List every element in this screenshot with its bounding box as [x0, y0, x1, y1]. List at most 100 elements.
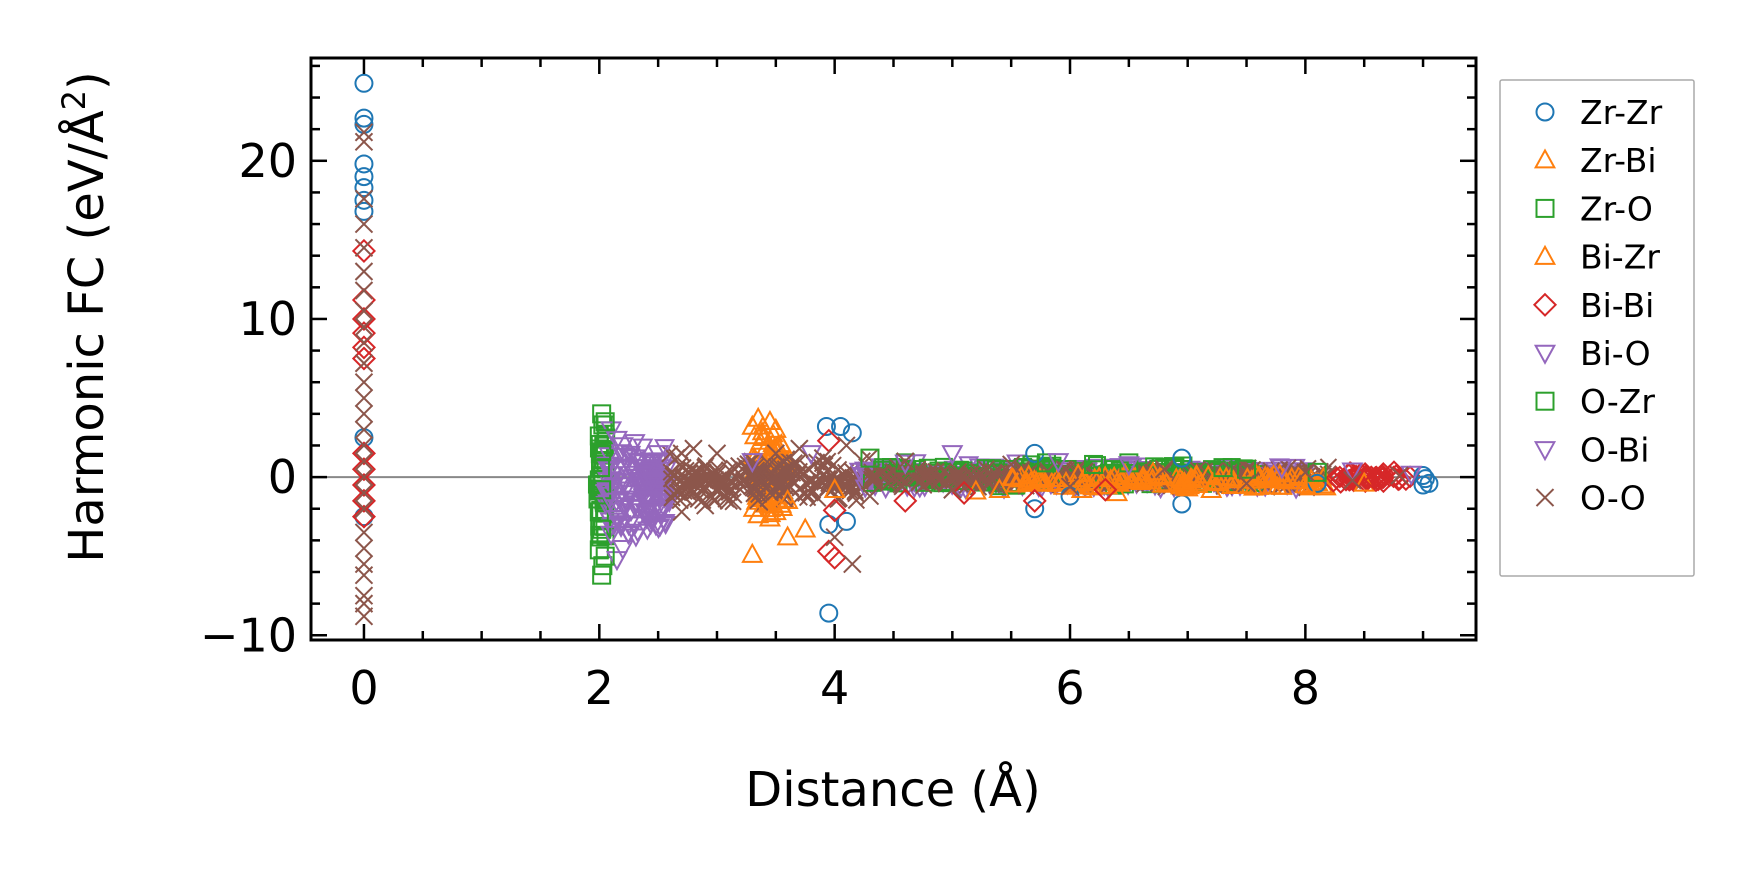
band-point: [1289, 470, 1311, 490]
legend-marker: [1535, 102, 1555, 122]
band-point: [785, 454, 804, 472]
band-point: [617, 525, 639, 545]
x-tick-label: 8: [1291, 661, 1320, 715]
data-point: [1084, 454, 1104, 474]
band-point: [619, 448, 641, 468]
plot-area-frame: [309, 56, 1478, 642]
band-point: [596, 527, 615, 546]
legend-marker: [1532, 292, 1558, 317]
legend-item-zr-o: Zr-O: [1535, 189, 1653, 228]
data-point: [813, 448, 833, 468]
band-point: [1142, 461, 1164, 481]
data-point: [1060, 477, 1080, 496]
data-point: [354, 189, 374, 208]
data-point: [1172, 494, 1192, 514]
data-point: [843, 554, 862, 574]
band-point: [755, 435, 777, 455]
data-point: [1343, 471, 1362, 490]
band-point: [610, 515, 632, 535]
data-point: [592, 480, 612, 500]
data-point: [1237, 459, 1257, 479]
band-point: [682, 460, 700, 478]
band-point: [724, 493, 742, 511]
data-point: [351, 335, 376, 360]
data-point: [1294, 473, 1317, 494]
legend-items: Zr-Zr Zr-Bi Zr-O Bi-Zr Bi-Bi Bi-O O-Zr O-Bi O-O: [1532, 93, 1663, 518]
legend-label: O-Zr: [1580, 382, 1655, 421]
band-point: [1103, 465, 1125, 485]
x-tick-labels: 0 2 4 6 8: [349, 661, 1320, 715]
data-point: [823, 477, 846, 498]
data-point: [831, 416, 851, 436]
data-point: [764, 417, 787, 438]
data-point: [354, 190, 374, 210]
band-point: [947, 468, 966, 487]
legend-label: O-O: [1580, 479, 1646, 518]
legend-item-bi-bi: Bi-Bi: [1532, 286, 1654, 325]
band-point: [829, 490, 847, 509]
band-point: [639, 490, 661, 510]
band-point: [1179, 475, 1200, 495]
data-point: [1413, 475, 1433, 495]
legend-marker: [1535, 391, 1555, 411]
band-point: [782, 459, 801, 477]
data-point: [354, 154, 374, 174]
legend-item-zr-bi: Zr-Bi: [1533, 141, 1657, 180]
band-point: [813, 473, 831, 491]
data-point: [741, 414, 764, 435]
data-point: [351, 457, 376, 482]
dense-band-o-o: [661, 445, 735, 510]
data-point: [1070, 477, 1093, 498]
band-point: [633, 492, 655, 512]
data-point: [672, 502, 691, 522]
data-point: [354, 565, 374, 585]
data-point: [354, 436, 374, 455]
x-tick-label: 6: [1055, 661, 1084, 715]
data-point: [647, 445, 670, 466]
data-point: [354, 262, 374, 281]
data-point: [354, 607, 374, 626]
band-point: [1046, 467, 1068, 487]
data-point: [672, 444, 691, 463]
band-point: [614, 500, 636, 520]
data-point: [354, 388, 374, 408]
band-point: [919, 473, 938, 491]
y-tick-label: −10: [200, 608, 297, 662]
data-point: [684, 439, 703, 458]
data-point: [941, 445, 964, 466]
series-bi-bi: [351, 238, 1412, 570]
data-point: [1400, 465, 1423, 486]
legend-label: Bi-Zr: [1580, 238, 1660, 277]
data-point: [354, 73, 374, 93]
legend-item-o-zr: O-Zr: [1535, 382, 1655, 421]
data-point: [770, 433, 793, 454]
series-zr-bi: [741, 406, 1376, 563]
data-point: [1154, 459, 1174, 479]
data-point: [590, 458, 610, 478]
band-point: [1155, 462, 1173, 480]
legend-label: Zr-O: [1580, 189, 1653, 228]
data-point: [595, 412, 615, 432]
data-point: [1200, 477, 1223, 498]
data-point: [354, 333, 374, 352]
data-point: [351, 488, 376, 513]
data-point: [605, 430, 629, 451]
data-point: [354, 420, 374, 439]
y-tick-label: 10: [238, 292, 297, 346]
y-axis-title-main: Harmonic FC (eV/Å: [58, 110, 115, 563]
data-point: [351, 306, 376, 331]
data-point: [1119, 453, 1139, 473]
band-point: [612, 458, 634, 478]
data-point: [351, 238, 376, 263]
band-point: [1016, 471, 1038, 491]
band-point: [663, 489, 681, 507]
data-point: [354, 281, 374, 300]
data-point: [354, 539, 374, 558]
band-point: [702, 487, 721, 505]
data-point: [641, 503, 664, 524]
band-point: [1315, 476, 1337, 496]
data-point: [719, 491, 738, 511]
data-point: [837, 436, 856, 455]
data-point: [1025, 499, 1045, 519]
data-point: [354, 452, 374, 471]
